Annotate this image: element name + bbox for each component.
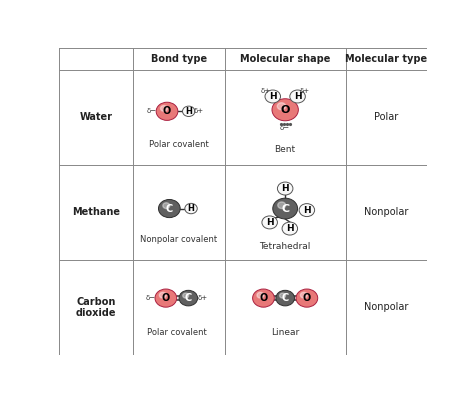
Text: H: H bbox=[294, 92, 301, 101]
Circle shape bbox=[187, 205, 191, 209]
Circle shape bbox=[183, 293, 189, 298]
Circle shape bbox=[257, 292, 264, 298]
Circle shape bbox=[285, 224, 290, 229]
Text: O: O bbox=[281, 105, 290, 115]
Text: δ−: δ− bbox=[146, 108, 156, 114]
Text: δ−: δ− bbox=[280, 126, 290, 132]
Text: Bond type: Bond type bbox=[151, 54, 207, 64]
Circle shape bbox=[302, 206, 307, 210]
Text: C: C bbox=[282, 293, 289, 303]
Text: Nonpolar: Nonpolar bbox=[364, 207, 409, 217]
Circle shape bbox=[277, 103, 286, 110]
Text: δ−: δ− bbox=[146, 295, 155, 301]
Text: Methane: Methane bbox=[72, 207, 120, 217]
Circle shape bbox=[293, 92, 298, 97]
Text: O: O bbox=[162, 293, 170, 303]
Text: Tetrahedral: Tetrahedral bbox=[259, 242, 311, 251]
Circle shape bbox=[296, 289, 318, 307]
Text: C: C bbox=[281, 203, 289, 213]
Circle shape bbox=[253, 289, 274, 307]
Circle shape bbox=[301, 292, 307, 298]
Text: H: H bbox=[188, 204, 194, 213]
Text: Linear: Linear bbox=[271, 328, 299, 337]
Text: δ+: δ+ bbox=[261, 88, 271, 94]
Text: Nonpolar covalent: Nonpolar covalent bbox=[140, 235, 217, 244]
Circle shape bbox=[163, 203, 170, 209]
Circle shape bbox=[158, 200, 180, 217]
Circle shape bbox=[280, 293, 285, 298]
Text: Polar covalent: Polar covalent bbox=[147, 328, 207, 337]
Text: Polar: Polar bbox=[374, 113, 398, 122]
Circle shape bbox=[273, 198, 298, 219]
Circle shape bbox=[262, 216, 277, 229]
Circle shape bbox=[272, 99, 298, 121]
Text: Molecular type: Molecular type bbox=[345, 54, 427, 64]
Circle shape bbox=[276, 290, 294, 306]
Text: H: H bbox=[185, 107, 192, 116]
Text: Nonpolar: Nonpolar bbox=[364, 302, 409, 312]
Circle shape bbox=[268, 92, 273, 97]
Text: Polar covalent: Polar covalent bbox=[149, 140, 209, 149]
Text: O: O bbox=[163, 106, 171, 116]
Text: Carbon
dioxide: Carbon dioxide bbox=[76, 296, 116, 318]
Circle shape bbox=[159, 292, 166, 298]
Text: δ+: δ+ bbox=[300, 88, 310, 94]
Text: H: H bbox=[303, 205, 310, 215]
Circle shape bbox=[182, 106, 195, 117]
Text: H: H bbox=[266, 218, 273, 227]
Text: Bent: Bent bbox=[274, 145, 296, 154]
Text: H: H bbox=[282, 184, 289, 193]
Text: C: C bbox=[185, 293, 192, 303]
Circle shape bbox=[277, 182, 293, 195]
Text: δ+: δ+ bbox=[194, 108, 204, 114]
Circle shape bbox=[161, 105, 167, 111]
Text: Molecular shape: Molecular shape bbox=[240, 54, 330, 64]
Circle shape bbox=[156, 102, 178, 120]
Circle shape bbox=[278, 202, 286, 209]
Circle shape bbox=[185, 108, 189, 111]
Circle shape bbox=[290, 90, 305, 103]
Text: O: O bbox=[259, 293, 268, 303]
Text: C: C bbox=[166, 203, 173, 213]
Circle shape bbox=[185, 203, 197, 214]
Text: Water: Water bbox=[80, 113, 112, 122]
Circle shape bbox=[155, 289, 177, 307]
Text: H: H bbox=[269, 92, 276, 101]
Text: δ+: δ+ bbox=[197, 295, 207, 301]
Circle shape bbox=[282, 222, 298, 235]
Circle shape bbox=[281, 184, 285, 189]
Circle shape bbox=[265, 218, 270, 222]
Text: H: H bbox=[286, 224, 293, 233]
Text: O: O bbox=[303, 293, 311, 303]
Circle shape bbox=[265, 90, 281, 103]
Circle shape bbox=[179, 290, 198, 306]
Circle shape bbox=[299, 203, 315, 217]
